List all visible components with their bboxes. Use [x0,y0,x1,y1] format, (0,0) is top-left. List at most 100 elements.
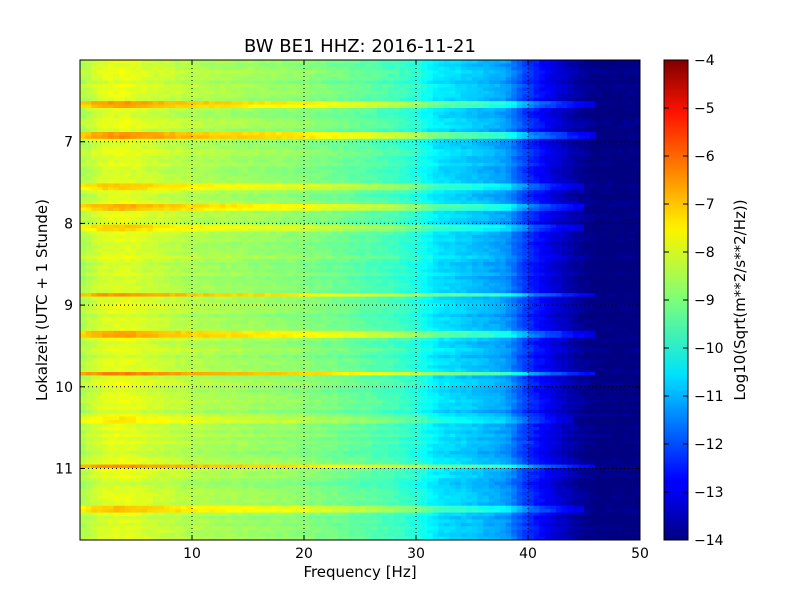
heatmap-cell [511,183,518,188]
heatmap-cell [231,80,238,85]
heatmap-cell [455,101,462,106]
heatmap-cell [600,135,607,140]
heatmap-cell [91,66,98,71]
heatmap-cell [466,121,473,126]
heatmap-cell [516,104,523,109]
heatmap-cell [399,80,406,85]
heatmap-cell [348,132,355,137]
heatmap-cell [438,224,445,229]
heatmap-cell [393,63,400,68]
heatmap-cell [304,121,311,126]
heatmap-cell [180,173,187,178]
heatmap-cell [343,197,350,202]
heatmap-cell [225,173,232,178]
heatmap-cell [298,149,305,154]
heatmap-cell [326,84,333,89]
heatmap-cell [578,77,585,82]
heatmap-cell [589,180,596,185]
heatmap-cell [595,128,602,133]
heatmap-cell [164,80,171,85]
heatmap-cell [388,217,395,222]
heatmap-cell [192,125,199,130]
heatmap-cell [85,104,92,109]
heatmap-cell [231,228,238,233]
heatmap-cell [460,101,467,106]
heatmap-cell [399,145,406,150]
heatmap-cell [164,156,171,161]
heatmap-cell [304,80,311,85]
heatmap-cell [460,125,467,130]
heatmap-cell [421,173,428,178]
heatmap-cell [472,132,479,137]
heatmap-cell [225,70,232,75]
heatmap-cell [108,63,115,68]
heatmap-cell [600,70,607,75]
heatmap-cell [606,145,613,150]
heatmap-cell [276,132,283,137]
heatmap-cell [203,125,210,130]
heatmap-cell [416,183,423,188]
heatmap-cell [214,162,221,167]
heatmap-cell [421,204,428,209]
heatmap-cell [483,142,490,147]
heatmap-cell [388,207,395,212]
heatmap-cell [511,94,518,99]
heatmap-cell [589,173,596,178]
heatmap-cell [320,207,327,212]
heatmap-cell [315,152,322,157]
heatmap-cell [600,80,607,85]
heatmap-cell [287,114,294,119]
heatmap-cell [628,125,635,130]
heatmap-cell [113,159,120,164]
heatmap-cell [186,121,193,126]
heatmap-cell [354,111,361,116]
heatmap-cell [421,142,428,147]
heatmap-cell [623,197,630,202]
heatmap-cell [309,132,316,137]
heatmap-cell [606,118,613,123]
heatmap-cell [449,217,456,222]
heatmap-cell [550,101,557,106]
heatmap-cell [309,77,316,82]
heatmap-cell [460,152,467,157]
heatmap-cell [337,145,344,150]
heatmap-cell [348,90,355,95]
heatmap-cell [253,94,260,99]
heatmap-cell [315,80,322,85]
heatmap-cell [113,104,120,109]
heatmap-cell [276,166,283,171]
heatmap-cell [169,190,176,195]
heatmap-cell [136,166,143,171]
heatmap-cell [584,169,591,174]
heatmap-cell [304,87,311,92]
heatmap-cell [343,118,350,123]
heatmap-cell [455,204,462,209]
heatmap-cell [365,73,372,78]
heatmap-cell [332,228,339,233]
heatmap-cell [416,121,423,126]
heatmap-cell [214,97,221,102]
heatmap-cell [600,138,607,143]
heatmap-cell [466,207,473,212]
heatmap-cell [494,221,501,226]
heatmap-cell [298,84,305,89]
heatmap-cell [432,217,439,222]
heatmap-cell [500,121,507,126]
heatmap-cell [528,207,535,212]
heatmap-cell [634,207,640,212]
heatmap-cell [371,111,378,116]
heatmap-cell [326,193,333,198]
heatmap-cell [376,142,383,147]
heatmap-cell [483,128,490,133]
heatmap-cell [85,176,92,181]
heatmap-cell [225,132,232,137]
heatmap-cell [539,173,546,178]
heatmap-cell [494,217,501,222]
heatmap-cell [404,70,411,75]
heatmap-cell [287,118,294,123]
heatmap-cell [376,77,383,82]
heatmap-cell [281,90,288,95]
heatmap-cell [606,156,613,161]
heatmap-cell [158,214,165,219]
heatmap-cell [455,132,462,137]
